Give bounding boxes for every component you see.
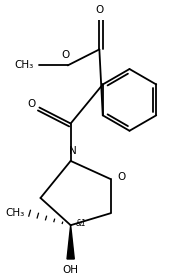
Text: O: O xyxy=(95,5,103,15)
Text: O: O xyxy=(117,172,126,182)
Text: O: O xyxy=(27,99,36,109)
Text: O: O xyxy=(62,50,70,60)
Text: &1: &1 xyxy=(75,219,86,228)
Polygon shape xyxy=(67,225,74,259)
Text: OH: OH xyxy=(63,265,79,275)
Text: N: N xyxy=(69,146,76,156)
Text: CH₃: CH₃ xyxy=(5,208,24,218)
Text: CH₃: CH₃ xyxy=(14,60,33,70)
